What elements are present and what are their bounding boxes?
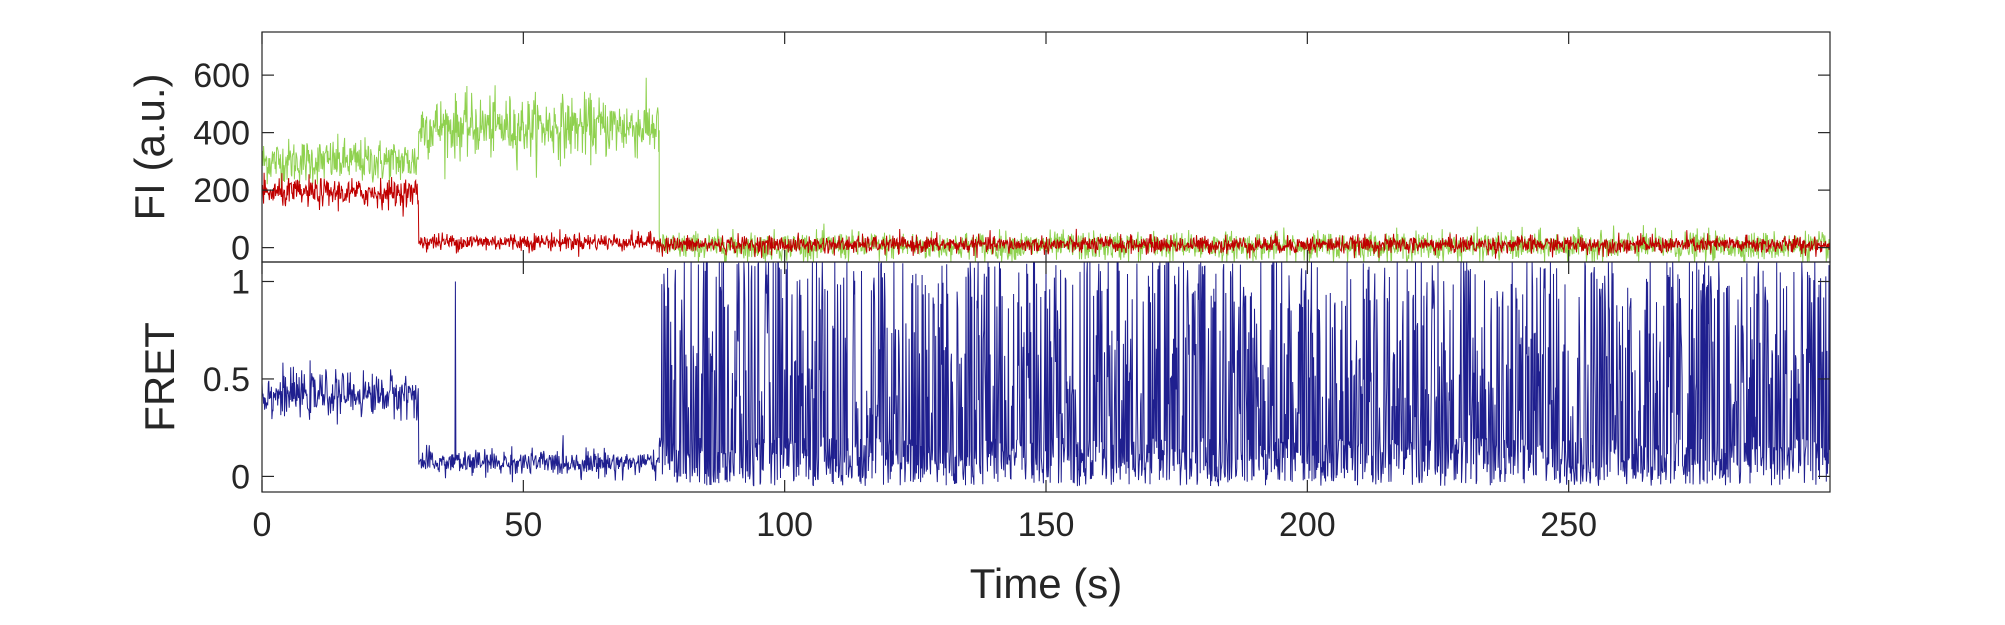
fluorescence-axes-frame [261,31,1831,263]
y-tick-label: 200 [193,172,250,210]
y-tick-label: 400 [193,115,250,153]
y-tick-label: 1 [231,263,250,301]
x-tick-label: 0 [253,506,272,544]
y-tick-label: 0 [231,458,250,496]
fluorescence-intensity-panel: 0 200 400 600 FI (a.u.) [126,31,1831,268]
x-tick-label: 200 [1279,506,1336,544]
y-tick-label: 0.5 [203,361,250,399]
time-x-axis-label: Time (s) [970,560,1122,607]
fluorescence-ticks: 0 200 400 600 [193,32,1830,268]
fret-ticks: 0 0.5 1 0 50 100 150 200 250 [203,262,1830,544]
x-tick-label: 150 [1018,506,1075,544]
fret-panel: 0 0.5 1 0 50 100 150 200 250 FRET Time (s) [136,261,1831,607]
x-tick-label: 100 [756,506,813,544]
acceptor-intensity-line [262,172,1830,259]
y-tick-label: 0 [231,230,250,268]
fret-series-group [262,262,1830,487]
x-tick-label: 50 [504,506,542,544]
fret-y-axis-label: FRET [136,322,183,432]
fluorescence-series-group [262,77,1830,262]
y-tick-label: 600 [193,57,250,95]
fluorescence-y-axis-label: FI (a.u.) [126,73,173,220]
donor-intensity-line [262,77,1830,262]
fret-efficiency-line [262,262,1830,487]
x-tick-label: 250 [1540,506,1597,544]
